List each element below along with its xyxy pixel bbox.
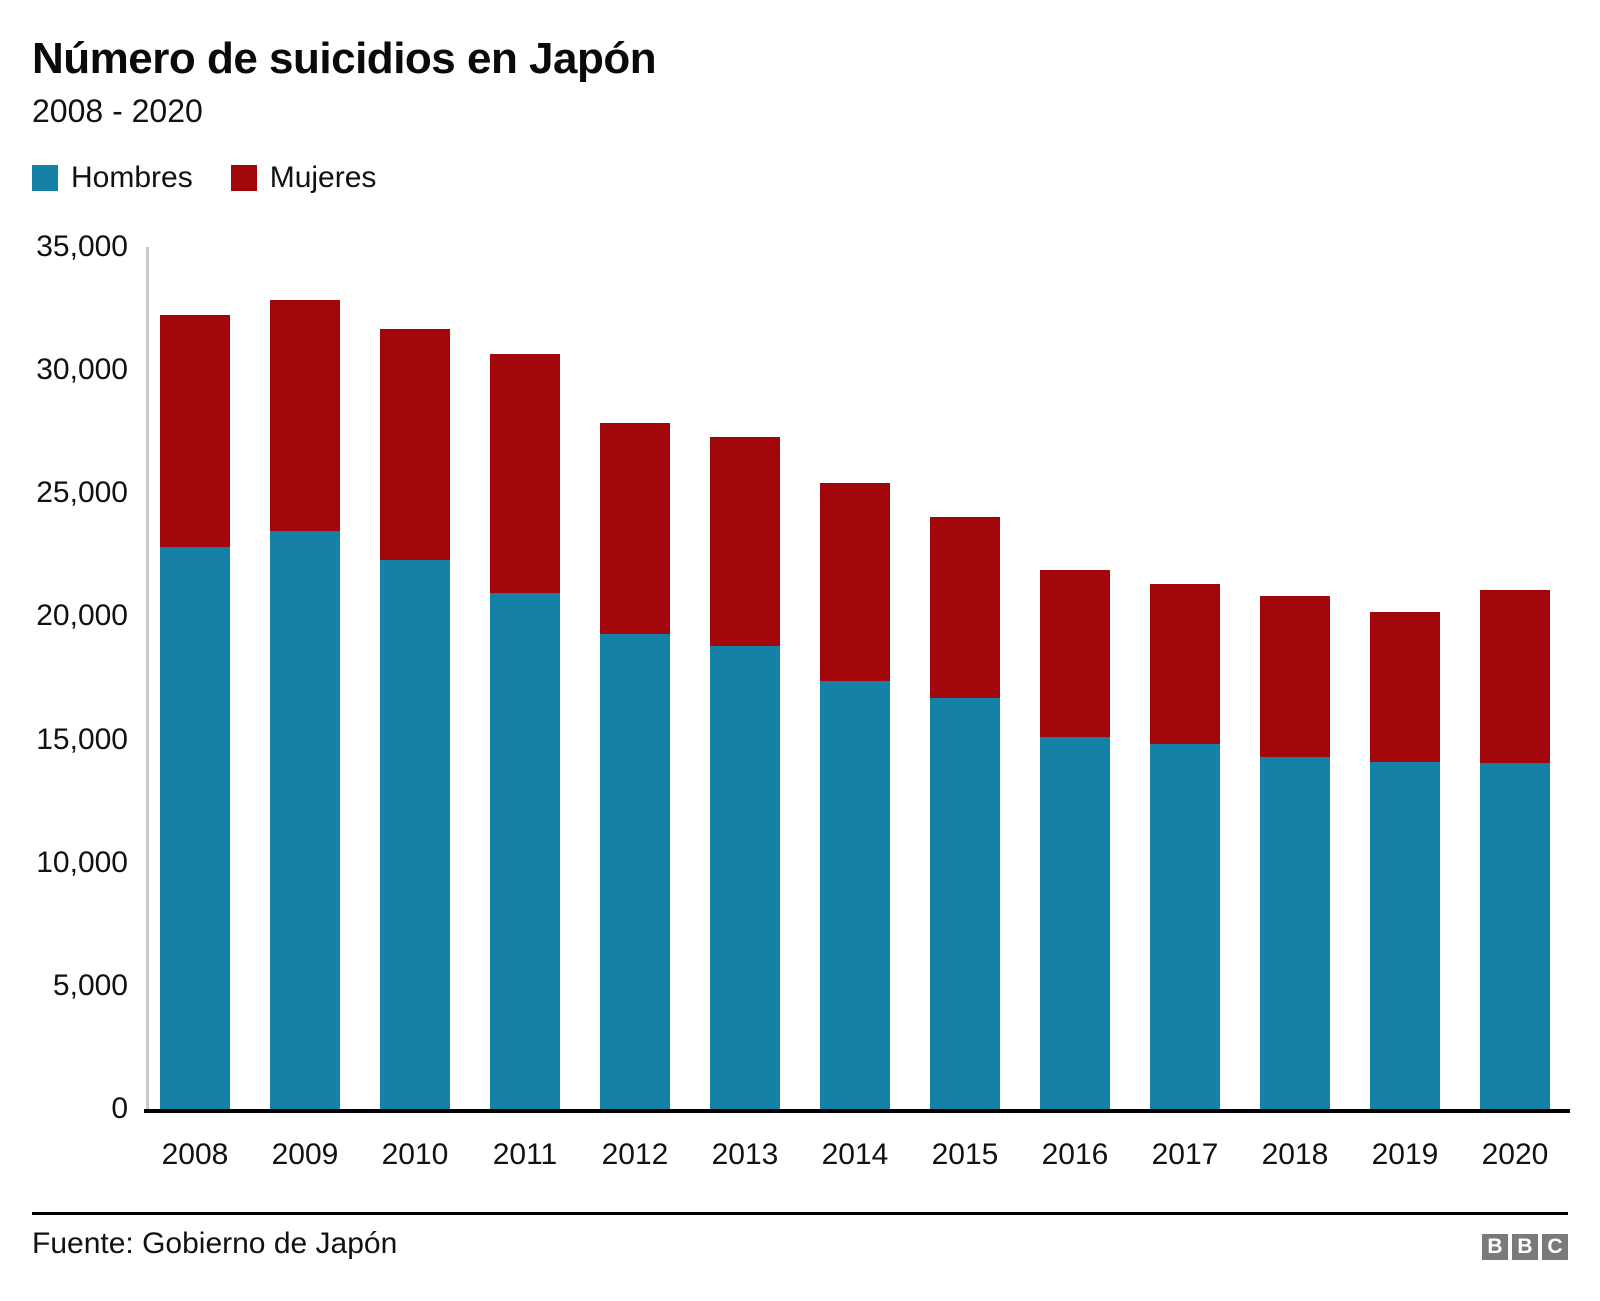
bar-2015 bbox=[930, 247, 1000, 1109]
x-tick-label-2012: 2012 bbox=[601, 1138, 669, 1171]
bar-2010 bbox=[380, 247, 450, 1109]
legend: Hombres Mujeres bbox=[32, 161, 414, 195]
bar-segment-2018-mujeres bbox=[1260, 595, 1330, 758]
bar-2018 bbox=[1260, 247, 1330, 1109]
bar-2020 bbox=[1480, 247, 1550, 1109]
legend-item-hombres: Hombres bbox=[32, 161, 193, 195]
chart-title: Número de suicidios en Japón bbox=[32, 34, 657, 83]
bbc-logo-letter-b2: B bbox=[1512, 1234, 1538, 1260]
bar-segment-2011-hombres bbox=[490, 592, 560, 1109]
footer-divider bbox=[32, 1212, 1568, 1215]
bar-segment-2013-hombres bbox=[710, 646, 780, 1109]
bar-2011 bbox=[490, 247, 560, 1109]
bar-segment-2015-mujeres bbox=[930, 517, 1000, 699]
y-tick-label-25000: 25,000 bbox=[36, 476, 128, 510]
legend-item-mujeres: Mujeres bbox=[230, 161, 377, 195]
x-tick-label-2018: 2018 bbox=[1261, 1138, 1329, 1171]
bar-segment-2010-mujeres bbox=[380, 328, 450, 561]
x-tick-label-2019: 2019 bbox=[1371, 1138, 1439, 1171]
bar-segment-2012-mujeres bbox=[600, 422, 670, 635]
y-tick-label-20000: 20,000 bbox=[36, 599, 128, 633]
legend-label-mujeres: Mujeres bbox=[269, 161, 377, 194]
bar-segment-2010-hombres bbox=[380, 560, 450, 1109]
bar-segment-2011-mujeres bbox=[490, 354, 560, 593]
bar-segment-2016-mujeres bbox=[1040, 569, 1110, 737]
bar-segment-2018-hombres bbox=[1260, 757, 1330, 1109]
legend-label-hombres: Hombres bbox=[71, 161, 193, 194]
bar-segment-2015-hombres bbox=[930, 698, 1000, 1109]
bbc-logo-letter-b1: B bbox=[1482, 1234, 1508, 1260]
y-tick-label-0: 0 bbox=[111, 1092, 128, 1125]
bar-segment-2008-mujeres bbox=[160, 314, 230, 547]
x-tick-label-2016: 2016 bbox=[1041, 1138, 1109, 1171]
x-tick-label-2010: 2010 bbox=[381, 1138, 449, 1171]
plot-area bbox=[144, 247, 1570, 1113]
bar-segment-2019-mujeres bbox=[1370, 612, 1440, 763]
bar-segment-2009-mujeres bbox=[270, 300, 340, 531]
bar-segment-2009-hombres bbox=[270, 530, 340, 1109]
legend-swatch-mujeres-icon bbox=[230, 165, 257, 191]
y-tick-label-5000: 5,000 bbox=[52, 968, 128, 1002]
x-tick-label-2017: 2017 bbox=[1151, 1138, 1219, 1171]
bar-segment-2008-hombres bbox=[160, 546, 230, 1109]
x-tick-label-2009: 2009 bbox=[271, 1138, 339, 1171]
bar-segment-2019-hombres bbox=[1370, 762, 1440, 1109]
bar-segment-2012-hombres bbox=[600, 634, 670, 1109]
x-tick-label-2013: 2013 bbox=[711, 1138, 779, 1171]
bar-segment-2014-hombres bbox=[820, 680, 890, 1109]
bar-segment-2013-mujeres bbox=[710, 437, 780, 647]
bar-2009 bbox=[270, 247, 340, 1109]
bbc-logo: B B C bbox=[1478, 1234, 1568, 1260]
bar-segment-2016-hombres bbox=[1040, 736, 1110, 1109]
bar-segment-2017-mujeres bbox=[1150, 583, 1220, 744]
y-tick-label-15000: 15,000 bbox=[36, 722, 128, 756]
x-tick-label-2008: 2008 bbox=[161, 1138, 229, 1171]
bbc-logo-letter-c: C bbox=[1542, 1234, 1568, 1260]
bar-2017 bbox=[1150, 247, 1220, 1109]
bar-2013 bbox=[710, 247, 780, 1109]
legend-swatch-hombres-icon bbox=[32, 165, 58, 191]
bar-2014 bbox=[820, 247, 890, 1109]
chart-subtitle: 2008 - 2020 bbox=[32, 93, 203, 129]
source-text: Fuente: Gobierno de Japón bbox=[32, 1227, 398, 1260]
y-tick-label-10000: 10,000 bbox=[36, 845, 128, 879]
bar-2016 bbox=[1040, 247, 1110, 1109]
y-tick-label-35000: 35,000 bbox=[36, 230, 128, 263]
bar-2008 bbox=[160, 247, 230, 1109]
y-tick-label-30000: 30,000 bbox=[36, 353, 128, 387]
bar-segment-2017-hombres bbox=[1150, 743, 1220, 1109]
x-tick-label-2020: 2020 bbox=[1481, 1138, 1549, 1171]
bar-2012 bbox=[600, 247, 670, 1109]
x-tick-label-2014: 2014 bbox=[821, 1138, 889, 1171]
x-axis-line bbox=[144, 1109, 1570, 1113]
bar-segment-2014-mujeres bbox=[820, 482, 890, 681]
x-tick-label-2011: 2011 bbox=[492, 1138, 558, 1171]
bar-segment-2020-hombres bbox=[1480, 762, 1550, 1109]
bar-2019 bbox=[1370, 247, 1440, 1109]
bar-segment-2020-mujeres bbox=[1480, 589, 1550, 763]
y-axis-line bbox=[146, 247, 149, 1109]
x-tick-label-2015: 2015 bbox=[931, 1138, 999, 1171]
